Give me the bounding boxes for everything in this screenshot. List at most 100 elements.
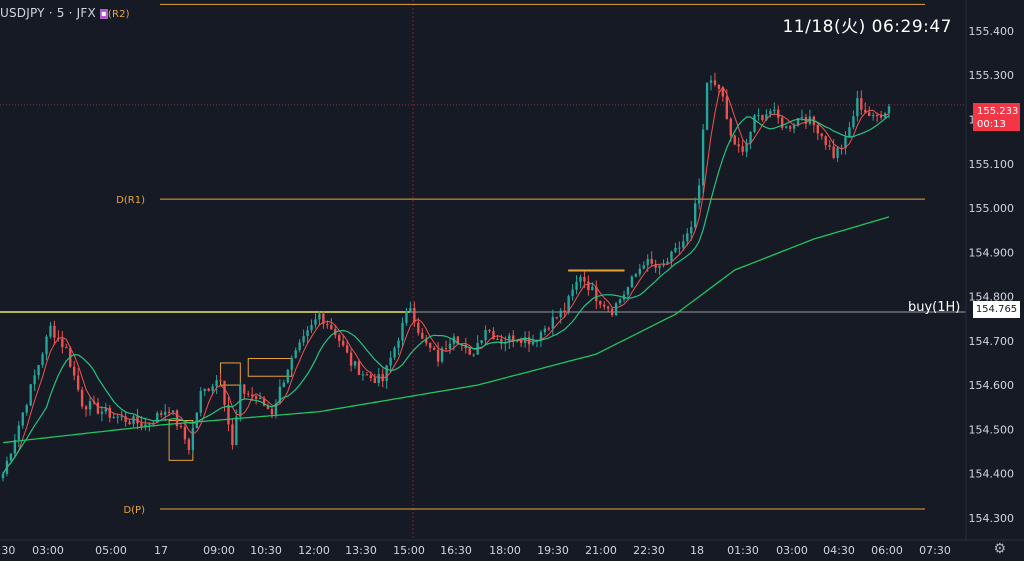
candle-body	[769, 111, 772, 115]
candle-body	[551, 316, 554, 329]
candle-body	[626, 287, 630, 295]
candle-body	[436, 350, 440, 362]
candle-body	[393, 347, 396, 358]
candle-body	[879, 115, 883, 118]
candle-body	[784, 126, 788, 128]
candle-body	[733, 135, 736, 145]
y-tick-label: 154.900	[969, 246, 1015, 259]
candle-body	[686, 233, 689, 242]
candle-body	[310, 324, 313, 331]
candle-body	[373, 377, 376, 383]
candle-body	[326, 323, 329, 326]
x-tick-label: 03:00	[776, 544, 808, 557]
candle-body	[338, 335, 341, 341]
candle-body	[341, 340, 345, 346]
candle-body	[844, 137, 847, 149]
x-tick-label: 06:00	[871, 544, 903, 557]
candle-body	[247, 393, 250, 395]
range-box-3	[568, 269, 625, 272]
x-tick-label: 22:30	[633, 544, 665, 557]
candle-body	[709, 80, 713, 83]
candle-body	[274, 403, 278, 415]
candle-body	[729, 118, 732, 136]
candle-body	[37, 365, 40, 376]
candle-body	[235, 416, 238, 446]
candle-body	[595, 286, 598, 302]
y-tick-label: 154.500	[969, 423, 1015, 436]
candle-body	[397, 340, 400, 348]
candle-body	[203, 388, 206, 392]
candle-body	[832, 146, 835, 158]
candle-body	[41, 354, 44, 366]
last-price-badge: 155.233 00:13	[973, 103, 1020, 131]
candle-body	[603, 304, 606, 307]
candle-body	[757, 114, 760, 116]
candle-body	[856, 98, 859, 117]
candle-body	[512, 335, 515, 342]
candle-body	[61, 338, 64, 348]
x-tick-label: 03:00	[32, 544, 64, 557]
candle-body	[670, 251, 673, 262]
indicator-tag-icon[interactable]: ▪	[99, 9, 108, 19]
candle-body	[753, 115, 756, 132]
candle-body	[583, 276, 586, 282]
chart-settings-icon[interactable]: ⚙	[993, 541, 1006, 557]
candle-body	[421, 332, 424, 339]
y-tick-label: 154.300	[969, 512, 1015, 525]
x-tick-label: 18	[690, 544, 704, 557]
candle-body	[25, 405, 28, 413]
candle-body	[642, 265, 645, 269]
candle-body	[852, 116, 855, 128]
candle-body	[318, 313, 321, 320]
candle-body	[96, 402, 100, 414]
candle-body	[646, 258, 649, 266]
x-tick-label: 21:00	[585, 544, 617, 557]
candle-body	[187, 439, 191, 450]
candle-body	[353, 361, 357, 366]
symbol-legend[interactable]: USDJPY · 5 · JFX ▪(R2)	[0, 6, 130, 20]
candle-body	[104, 407, 108, 412]
y-tick-label: 155.300	[969, 69, 1015, 82]
candle-body	[440, 348, 444, 362]
candle-body	[840, 147, 843, 149]
candle-body	[385, 365, 388, 382]
x-tick-label: 07:30	[919, 544, 951, 557]
candle-body	[381, 374, 384, 382]
candle-body	[788, 126, 792, 129]
y-tick-label: 154.400	[969, 468, 1015, 481]
candle-body	[294, 350, 297, 358]
candle-body	[160, 413, 163, 415]
candle-body	[444, 348, 448, 350]
x-tick-label: 19:30	[537, 544, 569, 557]
symbol-title: USDJPY · 5 · JFX	[0, 6, 96, 20]
candle-body	[357, 361, 361, 376]
candle-body	[488, 329, 491, 331]
candle-body	[409, 308, 412, 312]
candle-body	[468, 348, 471, 355]
candle-body	[725, 96, 729, 119]
candle-body	[543, 328, 547, 333]
candle-body	[761, 114, 764, 121]
candle-body	[266, 405, 270, 409]
candle-body	[21, 412, 24, 426]
candle-body	[361, 374, 365, 376]
candle-body	[167, 411, 171, 413]
buy-line-label[interactable]: buy(1H)	[908, 300, 961, 315]
candle-body	[345, 345, 349, 353]
candle-body	[330, 325, 333, 330]
candle-body	[286, 369, 289, 383]
candle-body	[741, 146, 744, 152]
candle-body	[33, 375, 36, 385]
candle-body	[183, 426, 187, 440]
candle-body	[836, 147, 839, 158]
candle-body	[472, 354, 475, 356]
candle-body	[65, 347, 68, 349]
candle-body	[666, 261, 669, 264]
candle-body	[322, 313, 325, 324]
sma-short-line	[2, 85, 890, 474]
y-tick-label: 154.700	[969, 335, 1015, 348]
candle-body	[231, 424, 234, 446]
x-tick-label: 17	[154, 544, 168, 557]
candle-body	[721, 88, 725, 97]
